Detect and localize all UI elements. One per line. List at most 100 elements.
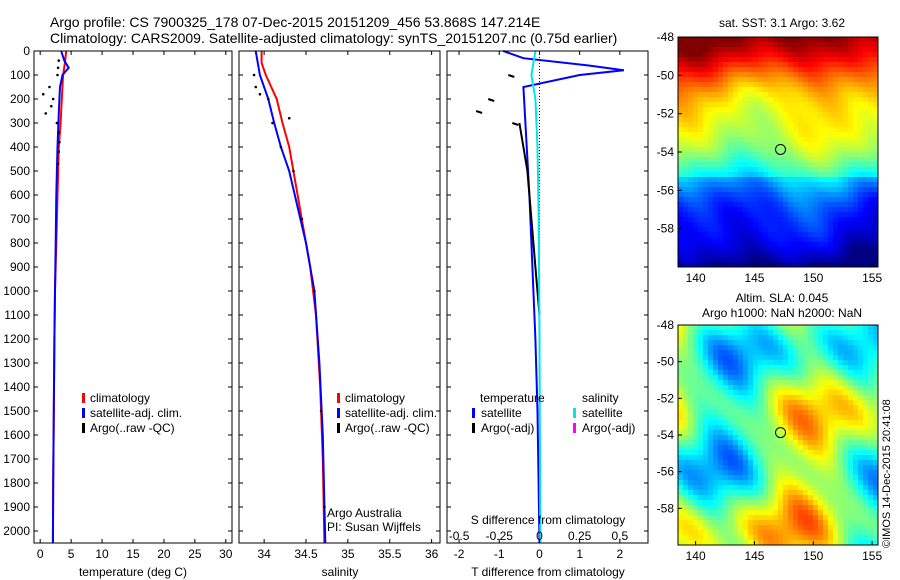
heatmap-cell xyxy=(768,350,774,356)
heatmap-cell xyxy=(703,385,709,391)
heatmap-cell xyxy=(758,192,764,198)
legend-label-temp-satellite: satellite xyxy=(481,406,522,420)
heatmap-cell xyxy=(818,87,824,93)
heatmap-cell xyxy=(788,102,794,108)
heatmap-cell xyxy=(763,77,769,83)
heatmap-cell xyxy=(853,92,859,98)
heatmap-cell xyxy=(803,237,809,243)
heatmap-cell xyxy=(798,47,804,53)
heatmap-cell xyxy=(803,355,809,361)
heatmap-cell xyxy=(693,435,699,441)
heatmap-cell xyxy=(723,127,729,133)
heatmap-cell xyxy=(678,405,684,411)
heatmap-cell xyxy=(768,162,774,168)
heatmap-cell xyxy=(723,405,729,411)
heatmap-cell xyxy=(688,192,694,198)
heatmap-cell xyxy=(753,62,759,68)
heatmap-cell xyxy=(683,77,689,83)
heatmap-cell xyxy=(748,390,754,396)
heatmap-cell xyxy=(798,177,804,183)
heatmap-cell xyxy=(728,172,734,178)
heatmap-cell xyxy=(733,67,739,73)
heatmap-cell xyxy=(813,107,819,113)
heatmap-cell xyxy=(783,435,789,441)
heatmap-cell xyxy=(753,335,759,341)
heatmap-cell xyxy=(873,495,879,501)
top-tick-label: -0.5 xyxy=(449,529,470,543)
heatmap-cell xyxy=(713,102,719,108)
heatmap-cell xyxy=(708,52,714,58)
heatmap-cell xyxy=(783,465,789,471)
heatmap-cell xyxy=(703,465,709,471)
heatmap-cell xyxy=(868,262,874,268)
heatmap-cell xyxy=(708,57,714,63)
heatmap-cell xyxy=(848,217,854,223)
heatmap-cell xyxy=(868,475,874,481)
heatmap-cell xyxy=(683,390,689,396)
heatmap-cell xyxy=(793,132,799,138)
heatmap-cell xyxy=(733,172,739,178)
heatmap-cell xyxy=(793,330,799,336)
data-point xyxy=(44,112,48,115)
heatmap-cell xyxy=(793,127,799,133)
heatmap-cell xyxy=(733,257,739,263)
heatmap-cell xyxy=(808,152,814,158)
heatmap-cell xyxy=(808,187,814,193)
heatmap-cell xyxy=(738,57,744,63)
heatmap-cell xyxy=(753,52,759,58)
heatmap-cell xyxy=(873,375,879,381)
heatmap-cell xyxy=(728,535,734,541)
heatmap-cell xyxy=(783,57,789,63)
heatmap-cell xyxy=(683,72,689,78)
heatmap-cell xyxy=(758,345,764,351)
heatmap-cell xyxy=(818,435,824,441)
heatmap-cell xyxy=(873,385,879,391)
heatmap-cell xyxy=(863,385,869,391)
heatmap-cell xyxy=(783,540,789,546)
heatmap-cell xyxy=(703,37,709,43)
heatmap-cell xyxy=(848,82,854,88)
heatmap-cell xyxy=(748,107,754,113)
heatmap-cell xyxy=(763,97,769,103)
heatmap-cell xyxy=(753,495,759,501)
heatmap-cell xyxy=(758,490,764,496)
heatmap-cell xyxy=(783,107,789,113)
heatmap-cell xyxy=(693,257,699,263)
heatmap-cell xyxy=(763,127,769,133)
heatmap-cell xyxy=(698,515,704,521)
heatmap-cell xyxy=(773,212,779,218)
heatmap-cell xyxy=(858,207,864,213)
heatmap-cell xyxy=(758,525,764,531)
heatmap-cell xyxy=(723,152,729,158)
heatmap-cell xyxy=(863,350,869,356)
heatmap-cell xyxy=(838,420,844,426)
heatmap-cell xyxy=(728,445,734,451)
heatmap-cell xyxy=(678,445,684,451)
heatmap-cell xyxy=(783,345,789,351)
heatmap-cell xyxy=(678,335,684,341)
heatmap-cell xyxy=(683,107,689,113)
heatmap-cell xyxy=(698,207,704,213)
heatmap-cell xyxy=(838,470,844,476)
heatmap-cell xyxy=(763,107,769,113)
heatmap-cell xyxy=(798,162,804,168)
x-tick-label: 0 xyxy=(536,547,543,561)
heatmap-cell xyxy=(713,515,719,521)
heatmap-cell xyxy=(753,405,759,411)
heatmap-cell xyxy=(793,52,799,58)
heatmap-cell xyxy=(828,262,834,268)
heatmap-cell xyxy=(813,252,819,258)
heatmap-cell xyxy=(808,400,814,406)
heatmap-cell xyxy=(783,127,789,133)
heatmap-cell xyxy=(693,400,699,406)
heatmap-cell xyxy=(823,540,829,546)
heatmap-cell xyxy=(863,157,869,163)
heatmap-cell xyxy=(803,475,809,481)
heatmap-cell xyxy=(818,222,824,228)
heatmap-cell xyxy=(788,247,794,253)
heatmap-cell xyxy=(713,440,719,446)
heatmap-cell xyxy=(808,92,814,98)
heatmap-cell xyxy=(788,335,794,341)
heatmap-cell xyxy=(708,237,714,243)
heatmap-cell xyxy=(758,127,764,133)
